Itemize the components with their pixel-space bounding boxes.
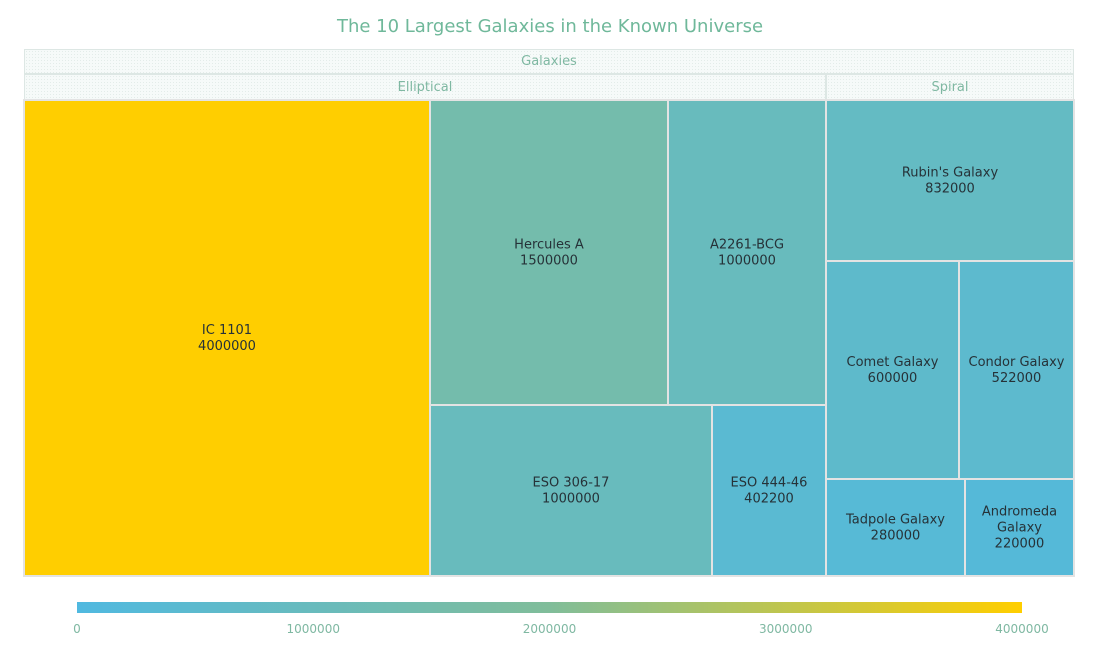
tile-value-andromeda-galaxy: 220000	[995, 537, 1045, 552]
tile-label-a2261-bcg: A2261-BCG	[710, 238, 784, 253]
tile-rect-condor-galaxy[interactable]	[958, 260, 1075, 480]
tile-label-tadpole-galaxy: Tadpole Galaxy	[845, 513, 945, 528]
tile-rect-eso-306-17[interactable]	[429, 404, 713, 577]
treemap-root-header[interactable]: Galaxies	[24, 49, 1074, 74]
tile-label-andromeda-galaxy: Andromeda	[982, 505, 1057, 520]
tile-rect-andromeda-galaxy[interactable]	[964, 478, 1075, 577]
chart-title: The 10 Largest Galaxies in the Known Uni…	[336, 16, 764, 37]
group-label-spiral: Spiral	[931, 79, 969, 95]
tile-rect-ic-1101[interactable]	[23, 99, 431, 577]
group-label-elliptical: Elliptical	[397, 79, 453, 95]
tile-rect-a2261-bcg[interactable]	[667, 99, 827, 406]
tile-label-condor-galaxy: Condor Galaxy	[969, 355, 1065, 370]
tile-label-ic-1101: IC 1101	[202, 323, 252, 338]
tile-label-rubin-s-galaxy: Rubin's Galaxy	[902, 166, 999, 181]
tile-label-eso-306-17: ESO 306-17	[533, 476, 610, 491]
tile-value-eso-444-46: 402200	[744, 492, 794, 507]
tile-value-rubin-s-galaxy: 832000	[925, 182, 975, 197]
tile-rect-tadpole-galaxy[interactable]	[825, 478, 966, 577]
tile-value-condor-galaxy: 522000	[992, 371, 1042, 386]
root-label: Galaxies	[521, 54, 577, 69]
tile-rect-comet-galaxy[interactable]	[825, 260, 960, 480]
tile-rect-eso-444-46[interactable]	[711, 404, 827, 577]
tile-rect-rubin-s-galaxy[interactable]	[825, 99, 1075, 262]
tile-value-comet-galaxy: 600000	[868, 371, 918, 386]
tile-label-eso-444-46: ESO 444-46	[731, 476, 808, 491]
group-header-spiral[interactable]: Spiral	[826, 74, 1074, 100]
tile-value-tadpole-galaxy: 280000	[871, 529, 921, 544]
tile-value-eso-306-17: 1000000	[542, 492, 600, 507]
tile-label-comet-galaxy: Comet Galaxy	[847, 355, 939, 370]
tile-label-hercules-a: Hercules A	[514, 238, 584, 253]
tile-rect-hercules-a[interactable]	[429, 99, 669, 406]
tile-value-a2261-bcg: 1000000	[718, 254, 776, 269]
tile-value-hercules-a: 1500000	[520, 254, 578, 269]
tile-label-andromeda-galaxy: Galaxy	[997, 521, 1042, 536]
tile-value-ic-1101: 4000000	[198, 339, 256, 354]
